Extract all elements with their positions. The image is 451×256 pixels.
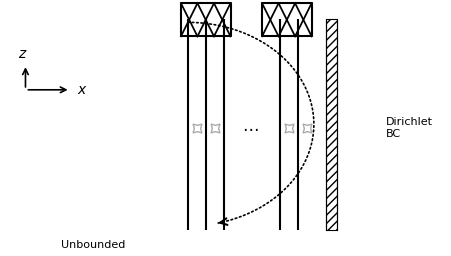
Bar (326, 18, 336, 230)
Text: Unbounded: Unbounded (61, 240, 125, 250)
Text: Dirichlet
BC: Dirichlet BC (385, 117, 432, 139)
Text: $\cdots$: $\cdots$ (242, 119, 258, 137)
Text: $x$: $x$ (77, 83, 88, 97)
Text: $z$: $z$ (18, 47, 28, 60)
